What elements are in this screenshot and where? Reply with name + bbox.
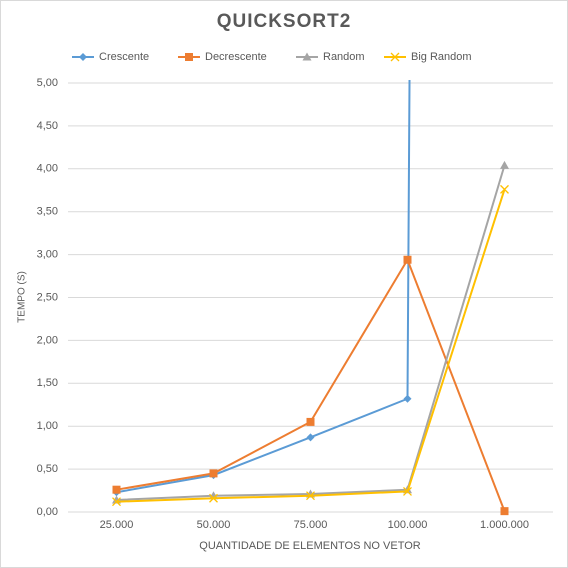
marker — [209, 493, 218, 503]
series — [112, 255, 509, 516]
marker — [403, 255, 412, 264]
y-tick-label: 5,00 — [37, 77, 58, 89]
y-tick-label: 0,00 — [37, 506, 58, 518]
marker — [209, 491, 218, 500]
legend-label: Random — [323, 51, 365, 63]
marker — [500, 160, 509, 169]
x-tick-label: 1.000.000 — [480, 519, 529, 531]
marker — [500, 507, 509, 516]
marker — [185, 53, 193, 61]
legend-label: Big Random — [411, 51, 472, 63]
legend-label: Decrescente — [205, 51, 267, 63]
marker — [500, 184, 509, 194]
marker — [306, 433, 315, 442]
y-tick-label: 1,00 — [37, 420, 58, 432]
y-tick-label: 2,00 — [37, 334, 58, 346]
y-tick-label: 2,50 — [37, 291, 58, 303]
y-tick-label: 3,50 — [37, 206, 58, 218]
y-tick-label: 1,50 — [37, 377, 58, 389]
marker — [306, 417, 315, 426]
y-tick-label: 4,50 — [37, 120, 58, 132]
marker — [403, 486, 412, 496]
marker — [306, 491, 315, 501]
marker — [390, 52, 400, 62]
y-tick-label: 3,00 — [37, 249, 58, 261]
y-tick-label: 4,00 — [37, 163, 58, 175]
series — [112, 184, 509, 507]
x-tick-label: 25.000 — [100, 519, 134, 531]
chart-title: QUICKSORT2 — [217, 11, 352, 32]
marker — [302, 52, 312, 61]
x-tick-label: 100.000 — [388, 519, 428, 531]
y-axis-title: TEMPO (S) — [17, 271, 28, 323]
marker — [112, 485, 121, 494]
x-tick-label: 50.000 — [197, 519, 231, 531]
marker — [112, 497, 121, 507]
marker — [403, 394, 412, 403]
x-axis-title: QUANTIDADE DE ELEMENTOS NO VETOR — [199, 540, 421, 552]
x-tick-label: 75.000 — [294, 519, 328, 531]
y-tick-label: 0,50 — [37, 463, 58, 475]
legend-label: Crescente — [99, 51, 149, 63]
marker — [209, 469, 218, 478]
marker — [79, 53, 87, 61]
